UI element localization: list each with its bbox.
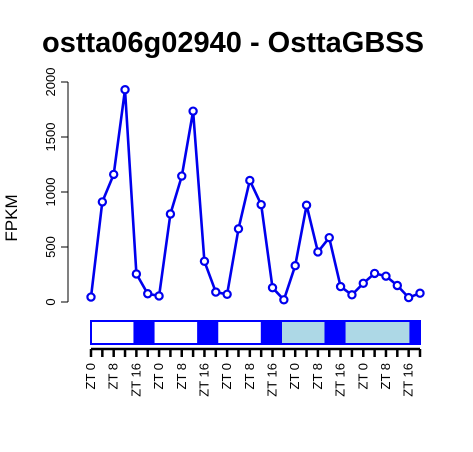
data-point: [199, 256, 210, 266]
x-tick-label: ZT 8: [174, 363, 189, 390]
data-point: [381, 271, 391, 281]
data-point: [120, 84, 130, 95]
data-point: [97, 197, 108, 207]
x-tick-label: ZT 8: [310, 363, 325, 390]
light-bar-segment: [409, 321, 420, 344]
x-tick-label: ZT 16: [401, 363, 416, 397]
data-point: [256, 199, 266, 210]
data-point: [154, 291, 164, 301]
light-bar-segment: [282, 321, 325, 344]
x-tick-label: ZT 0: [151, 363, 166, 390]
data-point: [301, 200, 312, 210]
x-tick-label: ZT 0: [219, 363, 234, 390]
x-tick-label: ZT 8: [242, 363, 257, 390]
x-tick-label: ZT 16: [196, 363, 211, 397]
data-point: [335, 281, 346, 292]
data-point: [131, 269, 142, 279]
data-point: [233, 224, 244, 234]
series-line: [89, 88, 421, 302]
data-point: [415, 288, 425, 298]
light-bar-segment: [218, 321, 261, 344]
light-bar-segment: [197, 321, 219, 344]
data-point: [222, 289, 232, 299]
data-point: [403, 292, 414, 303]
data-point: [188, 106, 198, 116]
series-layer: [86, 84, 425, 305]
x-tick-label: ZT 16: [128, 363, 143, 397]
light-bar-segment: [133, 321, 155, 344]
y-axis: 0 500 1000 1500 2000: [43, 68, 69, 306]
data-point: [165, 209, 176, 219]
y-tick-label: 1500: [43, 123, 58, 152]
light-bar-border: [90, 320, 421, 345]
y-tick-label: 500: [43, 236, 58, 258]
data-point: [313, 247, 323, 257]
light-dark-bar: [90, 320, 421, 345]
x-axis: ZT 0 ZT 8 ZT 16 ZT 0 ZT 8 ZT 16 ZT 0 ZT 8 ZT 16 Z…: [83, 347, 422, 397]
light-bar-segment: [154, 321, 198, 344]
x-tick-label: ZT 8: [106, 363, 121, 390]
light-bar-segment: [260, 321, 283, 344]
data-point: [392, 280, 403, 291]
data-point: [245, 175, 255, 186]
light-bar-segment: [345, 321, 410, 344]
data-point: [347, 290, 357, 300]
y-tick-label: 2000: [43, 68, 58, 97]
data-point: [86, 292, 96, 302]
y-tick-label: 0: [43, 298, 58, 305]
x-tick-label: ZT 0: [83, 363, 98, 390]
light-bar-segment: [324, 321, 346, 344]
y-axis-label: FPKM: [2, 194, 21, 241]
x-tick-label: ZT 16: [333, 363, 348, 397]
data-point: [290, 261, 300, 271]
data-point: [177, 171, 187, 181]
data-point: [143, 289, 153, 299]
data-point: [358, 278, 368, 288]
chart-title: ostta06g02940 - OsttaGBSS: [42, 27, 424, 59]
data-point: [108, 169, 119, 180]
y-tick-label: 1000: [43, 178, 58, 207]
data-point: [267, 283, 278, 293]
x-tick-label: ZT 16: [265, 363, 280, 397]
x-tick-label: ZT 0: [355, 363, 370, 390]
data-point: [279, 295, 289, 305]
light-bar-segment: [91, 321, 134, 344]
x-tick-label: ZT 0: [287, 363, 302, 390]
data-point: [211, 287, 221, 297]
x-tick-label: ZT 8: [378, 363, 393, 390]
data-point: [369, 268, 380, 279]
data-point: [324, 232, 334, 243]
